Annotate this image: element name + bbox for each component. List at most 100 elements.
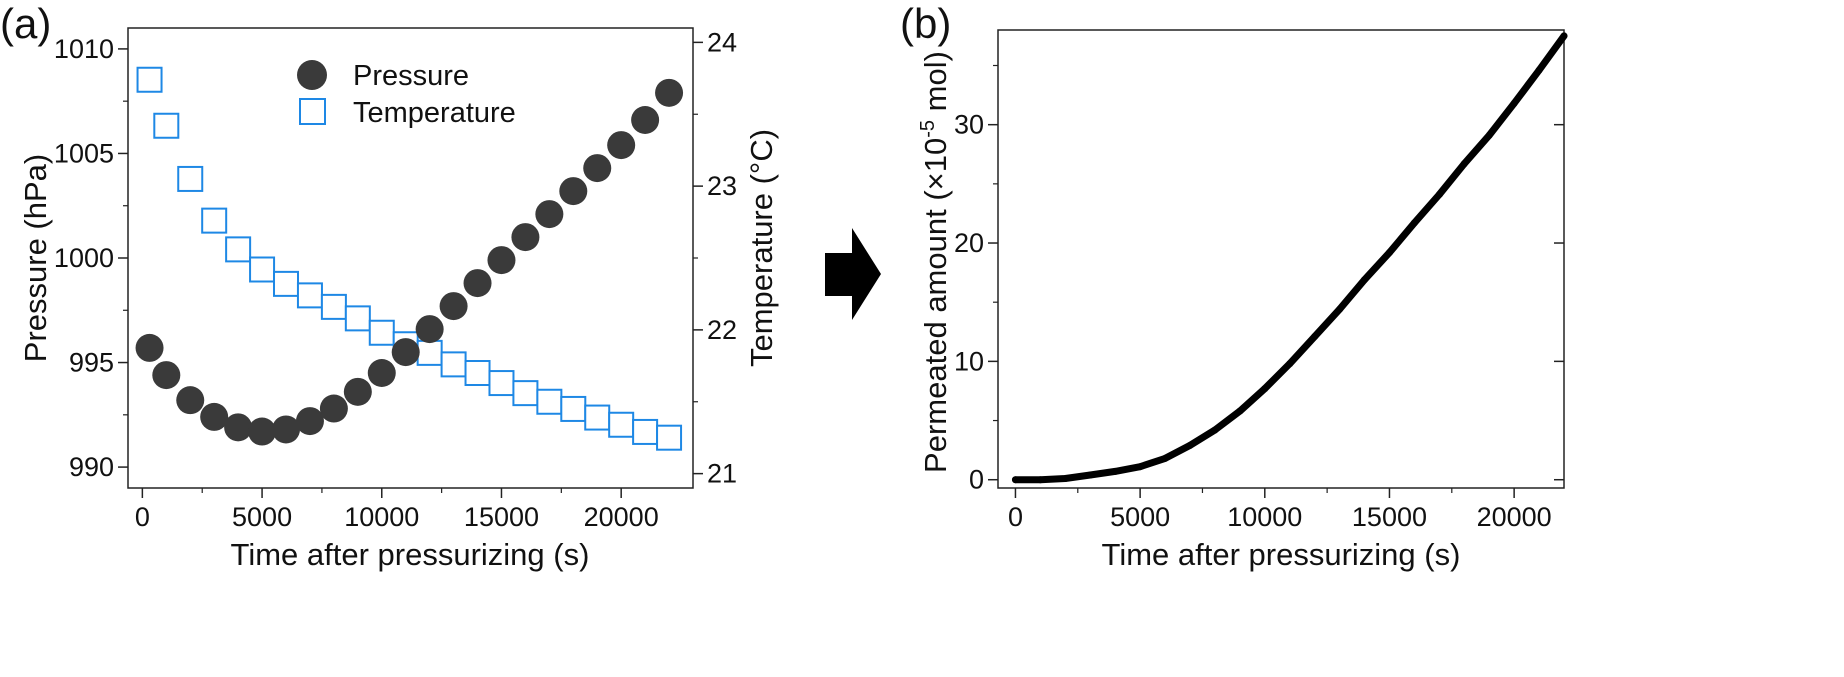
pressure-point bbox=[343, 377, 372, 406]
legend-temperature-label: Temperature bbox=[353, 97, 516, 129]
pressure-point bbox=[607, 131, 636, 160]
y-tick-label: 10 bbox=[954, 346, 984, 376]
panel-b-y-label-unit: mol) bbox=[918, 51, 953, 120]
temperature-point bbox=[536, 388, 563, 415]
x-tick-label: 15000 bbox=[464, 502, 539, 532]
temperature-point bbox=[656, 424, 683, 451]
temperature-point bbox=[464, 360, 491, 386]
legend-pressure-marker bbox=[297, 60, 327, 90]
y-left-tick-label: 1005 bbox=[54, 138, 114, 168]
permeated-point bbox=[1086, 471, 1094, 479]
x-tick-label: 5000 bbox=[232, 502, 292, 532]
y-tick-label: 30 bbox=[954, 110, 984, 140]
temperature-point bbox=[440, 351, 467, 378]
pressure-point bbox=[152, 361, 181, 390]
permeated-point bbox=[1435, 191, 1443, 199]
permeated-point bbox=[1136, 463, 1144, 471]
temperature-point bbox=[249, 256, 276, 283]
pressure-point bbox=[559, 177, 588, 206]
pressure-point bbox=[391, 338, 420, 367]
permeated-point bbox=[1460, 160, 1468, 168]
x-tick-label: 0 bbox=[1008, 502, 1023, 532]
permeated-point bbox=[1385, 248, 1393, 256]
permeated-point bbox=[1510, 99, 1518, 107]
temperature-point bbox=[512, 380, 539, 407]
pressure-point bbox=[319, 394, 348, 423]
permeated-point bbox=[1560, 32, 1568, 40]
temperature-point bbox=[225, 236, 252, 263]
legend-pressure-label: Pressure bbox=[353, 60, 469, 92]
pressure-point bbox=[511, 223, 540, 252]
y-tick-label: 20 bbox=[954, 228, 984, 258]
x-tick-label: 10000 bbox=[1227, 502, 1302, 532]
permeated-point bbox=[1061, 475, 1069, 483]
permeated-series bbox=[1011, 32, 1568, 484]
y-right-tick-label: 23 bbox=[707, 171, 737, 201]
pressure-point bbox=[535, 200, 564, 229]
pressure-point bbox=[272, 415, 301, 444]
pressure-point bbox=[295, 407, 324, 436]
permeated-point bbox=[1286, 360, 1294, 368]
temperature-point bbox=[560, 395, 587, 422]
permeated-point bbox=[1186, 441, 1194, 449]
permeated-point bbox=[1361, 276, 1369, 284]
panel-a-x-axis-label: Time after pressurizing (s) bbox=[231, 537, 590, 572]
x-tick-label: 20000 bbox=[1477, 502, 1552, 532]
y-left-tick-label: 995 bbox=[69, 348, 114, 378]
panel-b-y-axis-label: Permeated amount (×10-5 mol) bbox=[917, 51, 953, 473]
pressure-point bbox=[135, 333, 164, 362]
panel-b-x-axis-label: Time after pressurizing (s) bbox=[1102, 537, 1461, 572]
pressure-point bbox=[224, 413, 253, 442]
panel-a-x-ticks: 0 5000 10000 15000 20000 bbox=[135, 488, 659, 532]
pressure-point bbox=[487, 246, 516, 275]
permeated-point bbox=[1311, 333, 1319, 341]
temperature-point bbox=[344, 305, 371, 332]
temperature-point bbox=[368, 319, 395, 346]
x-tick-label: 10000 bbox=[344, 502, 419, 532]
pressure-point bbox=[631, 106, 660, 134]
permeated-point bbox=[1336, 305, 1344, 313]
panel-b: (b) 0 5000 10000 15000 20000 0 10 20 30 Time af… bbox=[900, 0, 1568, 572]
right-arrow-icon bbox=[825, 228, 881, 320]
permeated-point bbox=[1011, 476, 1019, 484]
permeated-point bbox=[1535, 66, 1543, 74]
panel-a-label: (a) bbox=[0, 0, 51, 47]
panel-b-x-ticks: 0 5000 10000 15000 20000 bbox=[1008, 488, 1552, 532]
pressure-point bbox=[655, 78, 684, 107]
temperature-point bbox=[488, 370, 515, 397]
permeated-point bbox=[1111, 467, 1119, 475]
pressure-series bbox=[135, 78, 684, 446]
pressure-point bbox=[583, 154, 612, 183]
panel-a-y-axis-label-left: Pressure (hPa) bbox=[18, 154, 53, 362]
pressure-point bbox=[439, 292, 468, 321]
permeated-point bbox=[1211, 426, 1219, 434]
panel-b-plot-frame bbox=[997, 29, 1565, 489]
panel-a-y-axis-label-right: Temperature (°C) bbox=[744, 129, 779, 367]
temperature-point bbox=[296, 282, 323, 309]
temperature-point bbox=[608, 411, 635, 438]
x-tick-label: 15000 bbox=[1352, 502, 1427, 532]
pressure-point bbox=[200, 402, 229, 431]
permeated-point bbox=[1261, 385, 1269, 393]
pressure-point bbox=[415, 315, 444, 344]
temperature-point bbox=[632, 418, 659, 445]
panel-b-y-ticks: 0 10 20 30 bbox=[954, 64, 1564, 495]
panel-a-y-ticks-right: 21 22 23 24 bbox=[693, 27, 737, 489]
permeated-point bbox=[1410, 219, 1418, 227]
temperature-point bbox=[177, 165, 204, 192]
y-tick-label: 0 bbox=[969, 465, 984, 495]
temperature-point bbox=[416, 339, 443, 366]
y-right-tick-label: 22 bbox=[707, 315, 737, 345]
y-right-tick-label: 21 bbox=[707, 459, 737, 489]
panel-a: (a) 0 5000 10000 15000 20000 990 995 1000 1005 1… bbox=[0, 0, 779, 572]
y-left-tick-label: 1000 bbox=[54, 243, 114, 273]
temperature-point bbox=[273, 270, 300, 297]
pressure-point bbox=[176, 386, 205, 415]
y-right-tick-label: 24 bbox=[707, 27, 737, 57]
legend-temperature-marker bbox=[299, 98, 326, 125]
x-tick-label: 20000 bbox=[584, 502, 659, 532]
legend: Pressure Temperature bbox=[297, 60, 516, 129]
permeated-point bbox=[1236, 407, 1244, 415]
x-tick-label: 0 bbox=[135, 502, 150, 532]
